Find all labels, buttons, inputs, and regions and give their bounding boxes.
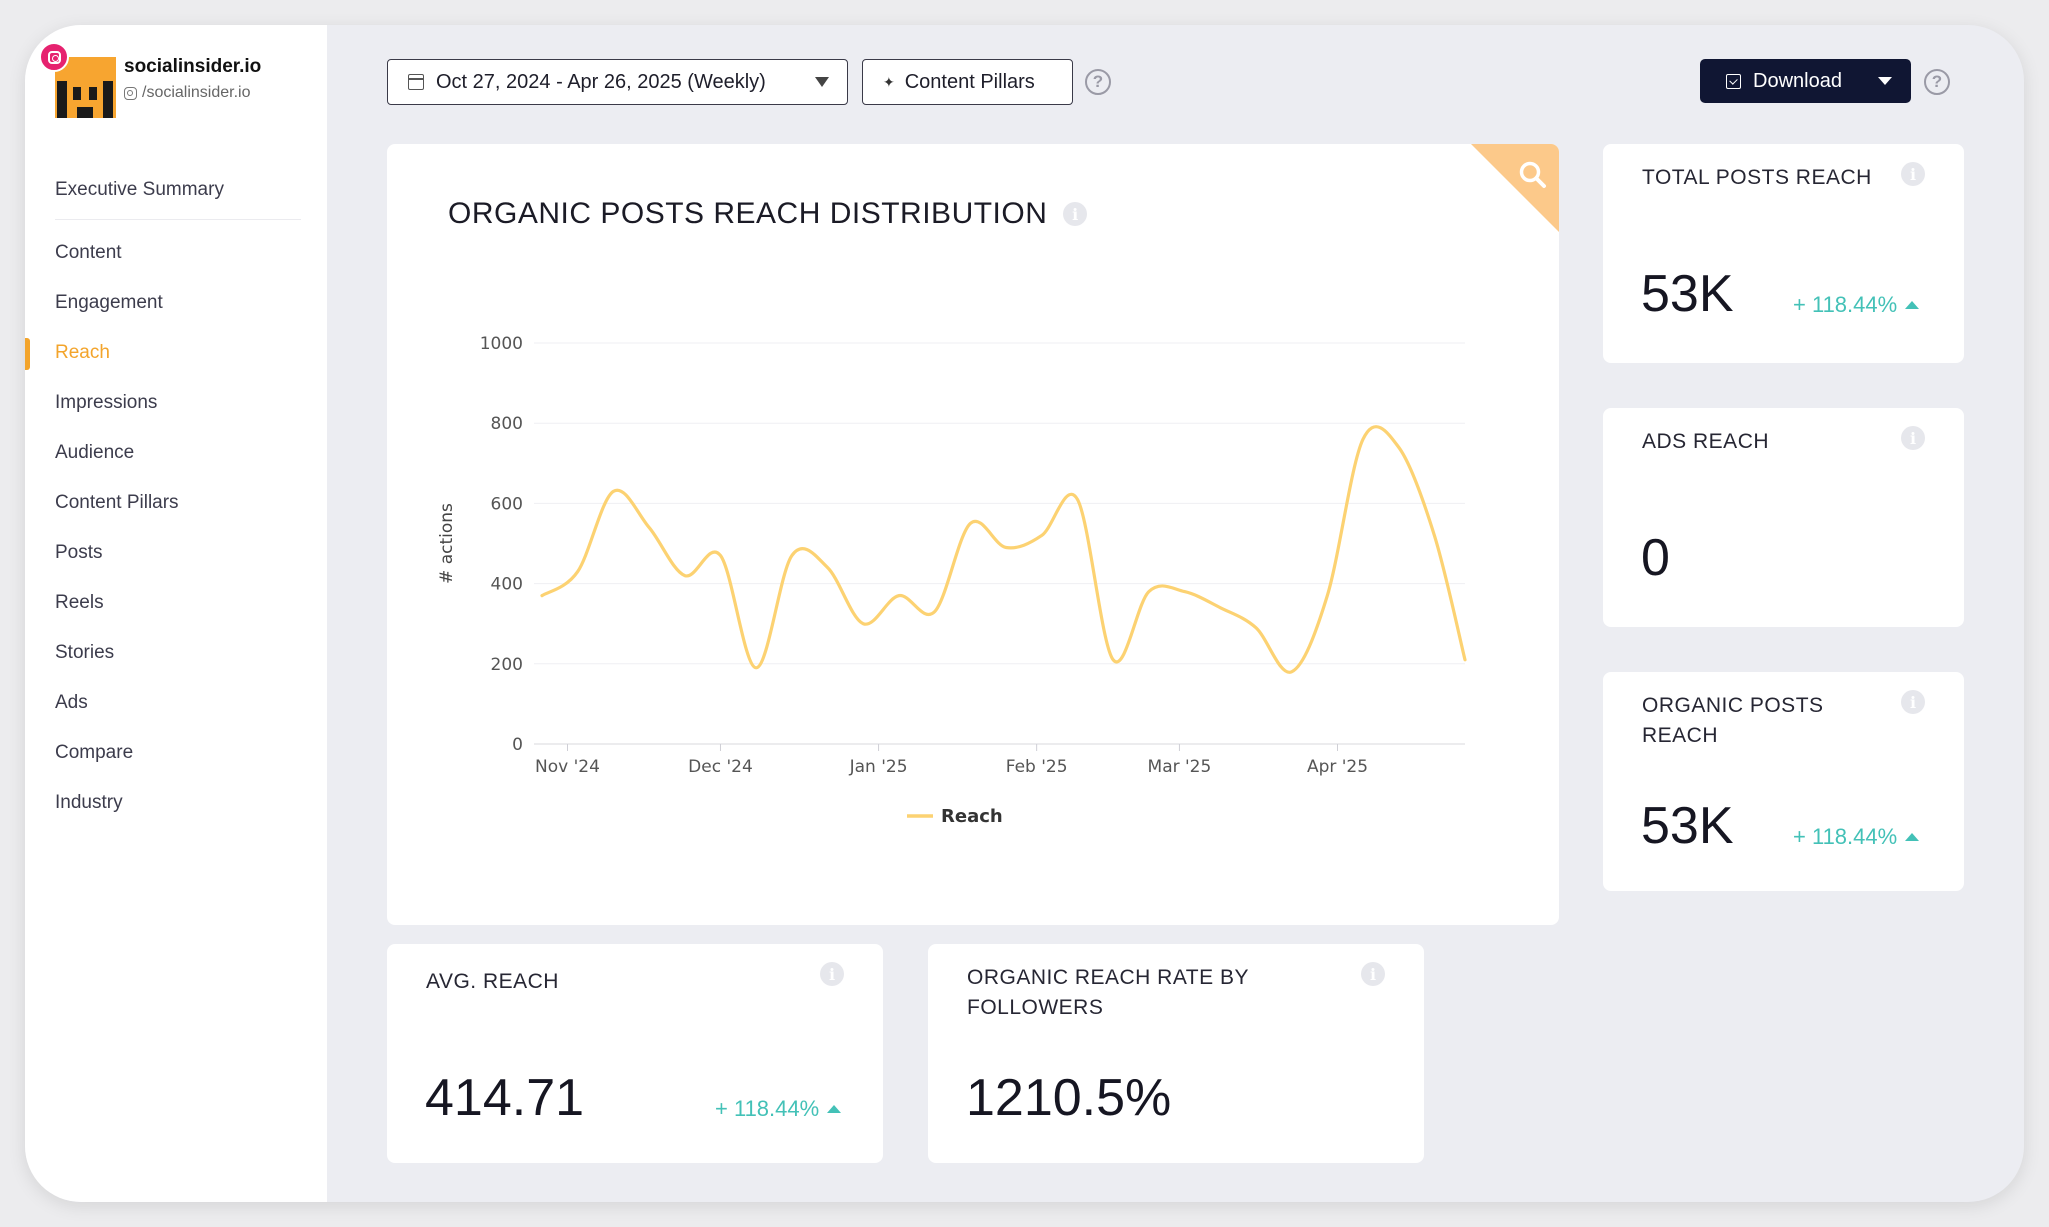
caret-down-icon — [815, 77, 829, 87]
search-icon[interactable] — [1516, 158, 1550, 192]
y-tick-label: 1000 — [480, 334, 523, 354]
reach-distribution-card: 0 200 400 600 800 1000 Nov '24 Dec '24 Jan '25 Fe… — [387, 144, 1559, 925]
brand-handle: /socialinsider.io — [124, 84, 251, 102]
help-icon[interactable]: ? — [1085, 69, 1111, 95]
info-icon[interactable]: i — [820, 962, 844, 986]
sidebar-item-impressions[interactable]: Impressions — [55, 392, 158, 413]
y-tick-label: 400 — [491, 575, 523, 595]
logo-icon — [55, 57, 116, 118]
kpi-value: 0 — [1641, 529, 1670, 587]
avatar — [55, 57, 116, 118]
y-tick-label: 200 — [491, 655, 523, 675]
sidebar-nav: Executive Summary Content Engagement Rea… — [25, 165, 327, 828]
x-tick-label: Dec '24 — [688, 757, 753, 777]
calendar-icon — [408, 74, 424, 90]
brand-header[interactable]: socialinsider.io /socialinsider.io — [39, 42, 315, 118]
legend-label: Reach — [941, 806, 1003, 827]
sidebar-item-posts[interactable]: Posts — [55, 542, 103, 563]
corner-flag — [1471, 144, 1559, 232]
info-icon[interactable]: i — [1901, 426, 1925, 450]
kpi-label: ORGANIC POSTS REACH — [1642, 694, 1824, 747]
sidebar-item-content-pillars[interactable]: Content Pillars — [55, 492, 179, 513]
kpi-value: 53K — [1641, 797, 1734, 855]
reach-line-chart: 0 200 400 600 800 1000 Nov '24 Dec '24 Jan '25 Fe… — [437, 334, 1467, 827]
kpi-delta-text: + 118.44% — [1793, 824, 1898, 849]
sidebar-item-industry[interactable]: Industry — [55, 792, 123, 813]
download-button[interactable]: Download — [1700, 59, 1911, 103]
kpi-delta: + 118.44% — [715, 1096, 842, 1122]
y-axis-label: # actions — [437, 503, 457, 584]
x-tick-label: Jan '25 — [849, 757, 908, 777]
instagram-icon — [39, 42, 69, 72]
download-icon — [1726, 73, 1741, 89]
x-tick-label: Nov '24 — [535, 757, 600, 777]
x-tick-label: Apr '25 — [1307, 757, 1368, 777]
sidebar-item-engagement[interactable]: Engagement — [55, 292, 163, 313]
up-arrow-icon — [1905, 301, 1920, 309]
date-range-label: Oct 27, 2024 - Apr 26, 2025 (Weekly) — [436, 70, 766, 93]
info-icon[interactable]: i — [1361, 962, 1385, 986]
organic-reach-rate-card: ORGANIC REACH RATE BY FOLLOWERS i 1210.5… — [928, 944, 1424, 1163]
sidebar-item-reach[interactable]: Reach — [25, 328, 327, 378]
y-tick-label: 600 — [491, 494, 523, 514]
up-arrow-icon — [827, 1105, 842, 1113]
nav-divider — [55, 219, 301, 220]
sidebar-item-stories[interactable]: Stories — [55, 642, 115, 663]
kpi-delta-text: + 118.44% — [1793, 292, 1898, 317]
date-range-picker[interactable]: Oct 27, 2024 - Apr 26, 2025 (Weekly) — [387, 59, 848, 105]
sidebar-item-ads[interactable]: Ads — [55, 692, 88, 713]
sparkle-icon: ✦ — [883, 73, 895, 90]
organic-posts-reach-card: ORGANIC POSTS REACH i 53K + 118.44% — [1603, 672, 1964, 891]
download-label: Download — [1753, 69, 1842, 92]
help-icon[interactable]: ? — [1924, 69, 1950, 95]
kpi-delta: + 118.44% — [1793, 292, 1920, 318]
kpi-label: ORGANIC REACH RATE BY FOLLOWERS — [967, 966, 1249, 1019]
sidebar: socialinsider.io /socialinsider.io Execu… — [25, 25, 327, 1202]
total-posts-reach-card: TOTAL POSTS REACH i 53K + 118.44% — [1603, 144, 1964, 363]
x-tick-label: Feb '25 — [1006, 757, 1068, 777]
y-tick-label: 0 — [512, 735, 523, 755]
info-icon[interactable]: i — [1901, 690, 1925, 714]
kpi-label: TOTAL POSTS REACH — [1642, 166, 1872, 189]
up-arrow-icon — [1905, 833, 1920, 841]
sidebar-item-compare[interactable]: Compare — [55, 742, 134, 763]
brand-handle-text: /socialinsider.io — [142, 84, 251, 101]
info-icon[interactable]: i — [1063, 202, 1088, 226]
sidebar-item-audience[interactable]: Audience — [55, 442, 135, 463]
ads-reach-card: ADS REACH i 0 — [1603, 408, 1964, 627]
kpi-delta-text: + 118.44% — [715, 1096, 820, 1121]
kpi-label: ADS REACH — [1642, 430, 1770, 453]
y-tick-label: 800 — [491, 414, 523, 434]
sidebar-item-executive-summary[interactable]: Executive Summary — [55, 179, 224, 200]
x-tick-label: Mar '25 — [1148, 757, 1212, 777]
kpi-value: 53K — [1641, 265, 1734, 323]
download-dropdown-caret-icon[interactable] — [1878, 77, 1892, 85]
chart-title-text: ORGANIC POSTS REACH DISTRIBUTION — [448, 197, 1048, 230]
kpi-delta: + 118.44% — [1793, 824, 1920, 850]
sidebar-item-reels[interactable]: Reels — [55, 592, 104, 613]
content-pillars-button[interactable]: ✦ Content Pillars — [862, 59, 1073, 105]
content-pillars-label: Content Pillars — [904, 70, 1035, 93]
kpi-value: 1210.5% — [966, 1069, 1172, 1127]
kpi-label: AVG. REACH — [426, 970, 559, 993]
instagram-small-icon — [124, 86, 137, 100]
app-window: socialinsider.io /socialinsider.io Execu… — [25, 25, 2024, 1202]
avg-reach-card: AVG. REACH i 414.71 + 118.44% — [387, 944, 883, 1163]
info-icon[interactable]: i — [1901, 162, 1925, 186]
chart-title: ORGANIC POSTS REACH DISTRIBUTION i — [448, 197, 1088, 231]
sidebar-item-content[interactable]: Content — [55, 242, 122, 263]
brand-name: socialinsider.io — [124, 56, 262, 77]
series-line-reach — [540, 425, 1467, 674]
kpi-value: 414.71 — [425, 1069, 585, 1127]
